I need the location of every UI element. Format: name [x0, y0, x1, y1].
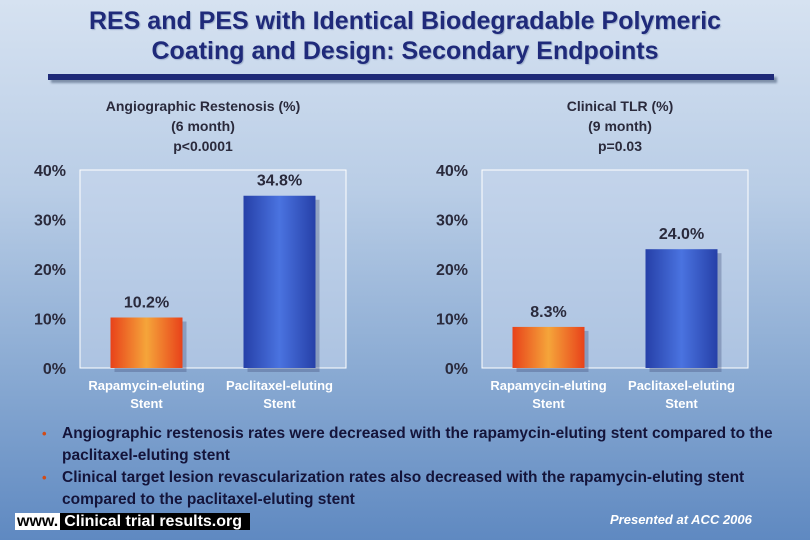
y-tick-label: 30% [34, 213, 66, 230]
chart-1-title: Angiographic Restenosis (%) (6 month) p<… [78, 96, 328, 156]
bullet-text: Angiographic restenosis rates were decre… [62, 425, 773, 464]
x-tick-label: Stent [532, 396, 565, 411]
chart-2-title-line2: (9 month) [588, 118, 652, 134]
site-logo-name: Clinical trial results.org [60, 513, 251, 530]
bar-value-label: 34.8% [257, 173, 302, 190]
chart-1-title-line3: p<0.0001 [173, 138, 233, 154]
y-tick-label: 40% [436, 163, 468, 180]
chart-2-tlr: 0% 10% 20% 30% 40% 8.3% Rapamycin-eluting Stent… [436, 163, 749, 411]
slide-title: RES and PES with Identical Biodegradable… [0, 6, 810, 66]
bullet-dot-icon: • [42, 470, 47, 485]
slide-title-line1: RES and PES with Identical Biodegradable… [88, 7, 722, 35]
chart-2-title: Clinical TLR (%) (9 month) p=0.03 [500, 96, 740, 156]
x-tick-label: Rapamycin-eluting [490, 378, 606, 393]
y-tick-label: 0% [43, 361, 66, 378]
y-tick-label: 10% [436, 312, 468, 329]
bar-paclitaxel [243, 195, 316, 368]
bar-rapamycin [512, 326, 585, 368]
x-tick-label: Stent [263, 396, 296, 411]
y-tick-label: 20% [436, 262, 468, 279]
chart-1-title-line1: Angiographic Restenosis (%) [105, 98, 301, 114]
x-tick-label: Paclitaxel-eluting [226, 378, 333, 393]
bullet-list: • Angiographic restenosis rates were dec… [42, 423, 782, 511]
slide-title-line2: Coating and Design: Secondary Endpoints [151, 37, 659, 65]
x-tick-label: Rapamycin-eluting [88, 378, 204, 393]
bar-value-label: 10.2% [124, 295, 169, 312]
x-tick-label: Stent [665, 396, 698, 411]
bullet-item: • Clinical target lesion revascularizati… [42, 467, 782, 511]
y-tick-label: 10% [34, 312, 66, 329]
y-tick-label: 20% [34, 262, 66, 279]
x-tick-label: Paclitaxel-eluting [628, 378, 735, 393]
chart-2-title-line3: p=0.03 [598, 138, 642, 154]
presented-note: Presented at ACC 2006 [610, 512, 752, 527]
title-underline [48, 74, 774, 80]
bullet-item: • Angiographic restenosis rates were dec… [42, 423, 782, 467]
bar-value-label: 8.3% [530, 304, 566, 321]
y-tick-label: 0% [445, 361, 468, 378]
chart-1-title-line2: (6 month) [171, 118, 235, 134]
site-logo-www: www. [15, 513, 61, 530]
chart-1-restenosis: 0% 10% 20% 30% 40% 10.2% Rapamycin-eluting Sten… [34, 163, 347, 411]
y-tick-label: 40% [34, 163, 66, 180]
bullet-dot-icon: • [42, 426, 47, 441]
x-tick-label: Stent [130, 396, 163, 411]
chart-2-title-line1: Clinical TLR (%) [566, 98, 674, 114]
site-logo[interactable]: www. Clinical trial results.org [15, 511, 251, 533]
bar-value-label: 24.0% [659, 226, 704, 243]
bar-paclitaxel [645, 249, 718, 368]
bar-rapamycin [110, 317, 183, 368]
bullet-text: Clinical target lesion revascularization… [62, 469, 745, 508]
y-tick-label: 30% [436, 213, 468, 230]
